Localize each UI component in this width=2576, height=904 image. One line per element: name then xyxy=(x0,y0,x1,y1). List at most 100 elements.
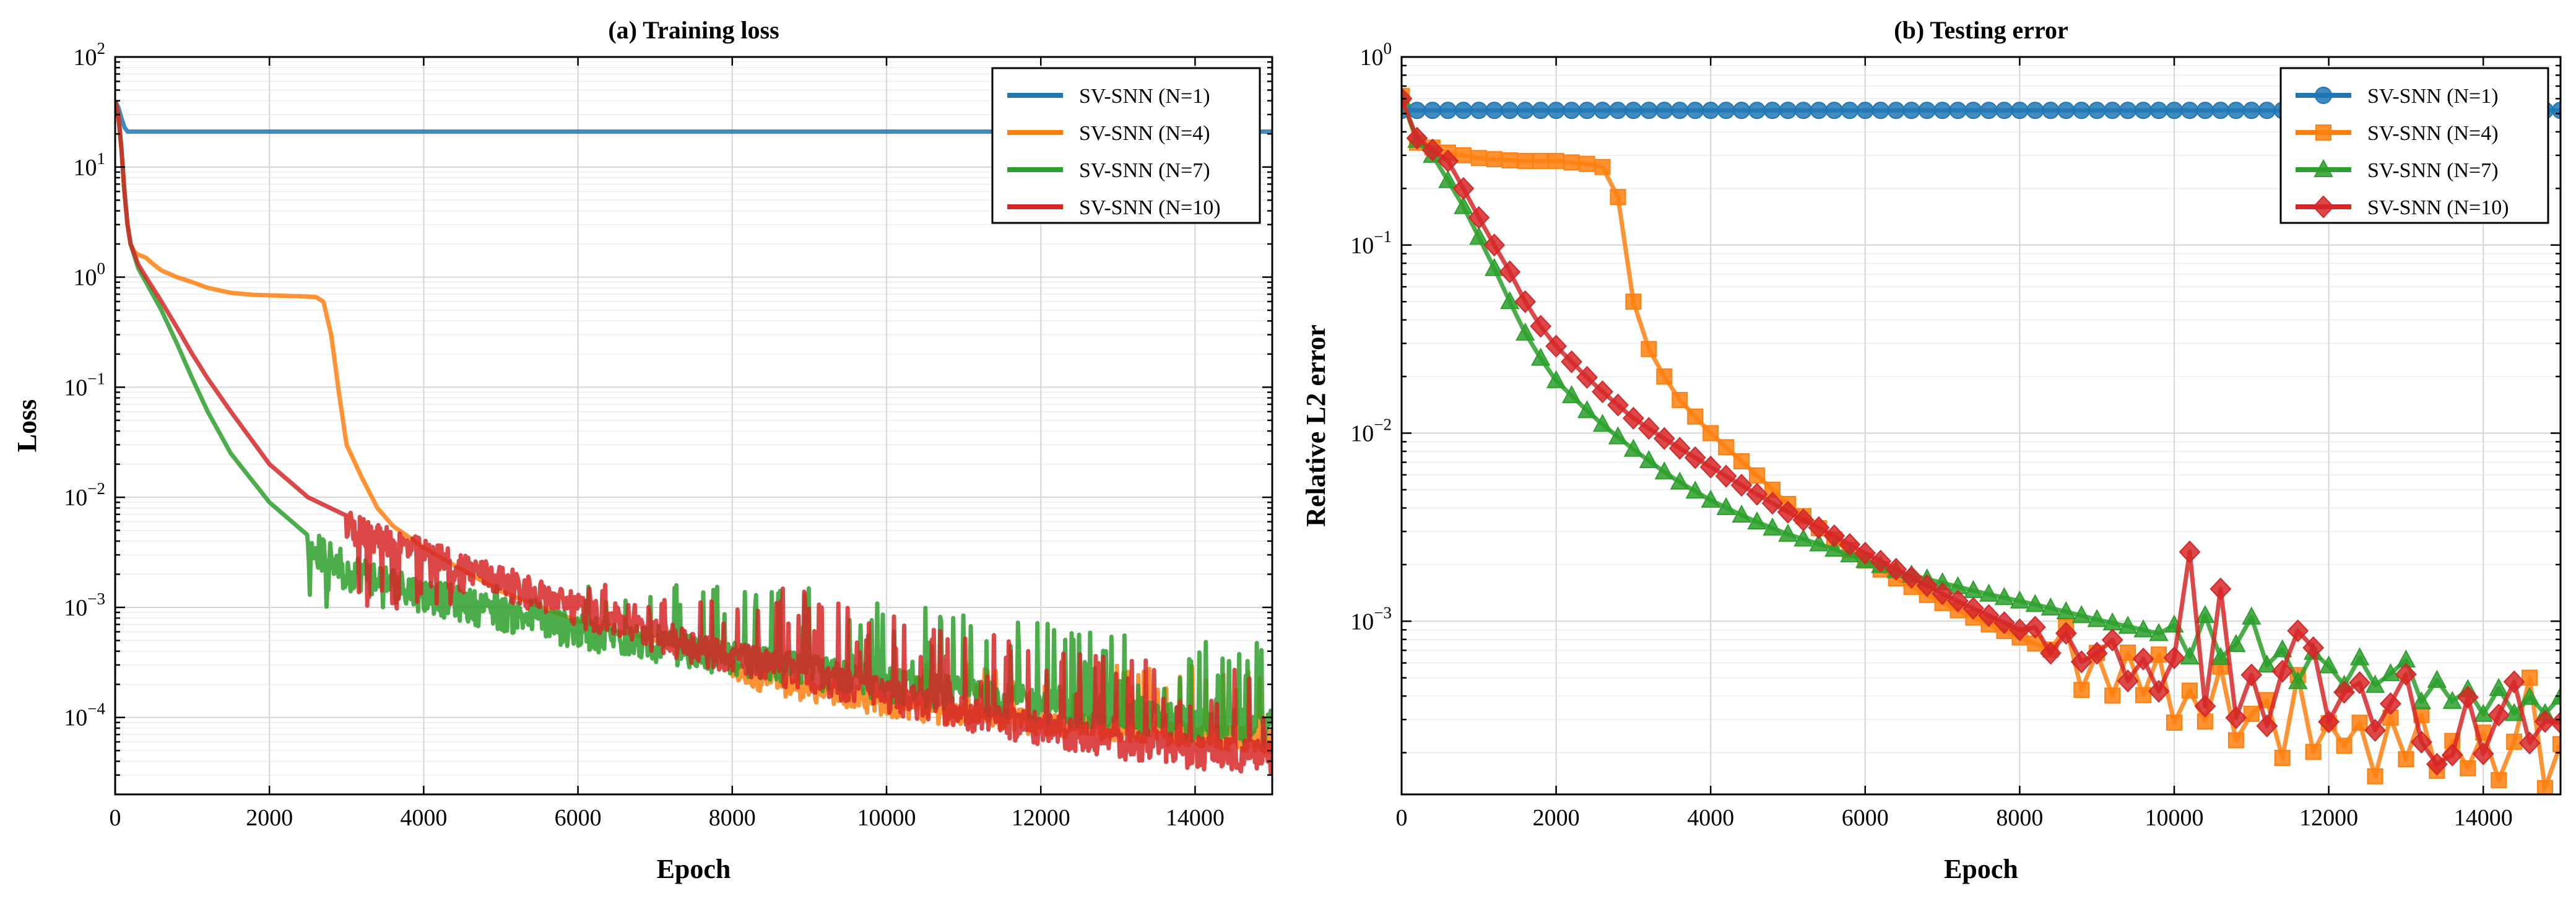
legend-marker xyxy=(2315,124,2331,141)
data-point xyxy=(1452,176,1475,200)
data-point xyxy=(2472,742,2494,765)
data-point xyxy=(1792,508,1815,532)
data-point xyxy=(1594,102,1611,120)
x-tick-label: 10000 xyxy=(857,805,916,831)
data-point xyxy=(1607,393,1629,417)
data-point xyxy=(2351,715,2368,731)
data-point xyxy=(2086,641,2108,665)
legend-item: SV-SNN (N=1) xyxy=(1007,85,1210,108)
panel-training-loss: 0 2000 4000 6000 8000 10000 12000 14000 10−4 10−3… xyxy=(12,16,1273,884)
legend-item: SV-SNN (N=7) xyxy=(1007,159,1210,182)
data-point xyxy=(1962,596,1984,620)
data-point xyxy=(1501,152,1518,169)
series-4 xyxy=(1402,87,2561,776)
data-point xyxy=(1841,102,1858,120)
data-point xyxy=(2273,639,2292,658)
data-point xyxy=(2135,687,2152,703)
data-point xyxy=(1856,102,1874,120)
x-tick-label: 2000 xyxy=(1533,805,1580,831)
data-point xyxy=(1406,126,1428,150)
data-point xyxy=(2318,655,2339,674)
legend-marker xyxy=(2315,87,2332,104)
legend-label: SV-SNN (N=4) xyxy=(1079,122,1210,145)
data-point xyxy=(2040,597,2060,616)
data-point xyxy=(1561,350,1582,373)
data-point xyxy=(1716,497,1736,515)
data-point xyxy=(1733,453,1750,469)
data-point xyxy=(1870,549,1892,573)
data-point xyxy=(2057,102,2075,120)
data-point xyxy=(1532,152,1549,169)
data-point xyxy=(1730,474,1753,497)
x-tick-label: 6000 xyxy=(1842,805,1889,831)
data-point xyxy=(1995,102,2013,120)
data-point xyxy=(1980,102,1998,120)
data-point xyxy=(1623,438,1644,457)
panel-testing-error: 0 2000 4000 6000 8000 10000 12000 14000 10−3 10−2… xyxy=(1301,16,2562,884)
data-point xyxy=(1547,102,1565,120)
data-point xyxy=(2367,768,2383,784)
x-tick-label: 6000 xyxy=(555,805,602,831)
data-point xyxy=(2398,751,2414,768)
data-point xyxy=(1514,290,1537,313)
data-point xyxy=(1979,583,1999,602)
plot-frame xyxy=(1400,56,2562,796)
data-point xyxy=(1439,102,1457,120)
data-point xyxy=(2302,636,2325,659)
data-point xyxy=(1530,347,1551,366)
data-point xyxy=(1702,425,1719,441)
legend-label: SV-SNN (N=7) xyxy=(1079,159,1210,182)
data-point xyxy=(2442,690,2462,709)
data-point xyxy=(2380,692,2401,716)
data-point xyxy=(2039,641,2062,665)
data-point xyxy=(1748,102,1766,120)
data-point xyxy=(1747,511,1767,529)
data-point xyxy=(1823,524,1845,547)
data-point xyxy=(2549,711,2561,734)
data-point xyxy=(1438,170,1458,188)
data-point xyxy=(1825,102,1843,120)
x-tick-label: 10000 xyxy=(2145,805,2204,831)
data-point xyxy=(1778,523,1798,542)
y-tick-label: 10−1 xyxy=(64,369,105,401)
data-point xyxy=(2506,733,2523,750)
legend-item: SV-SNN (N=4) xyxy=(1007,122,1210,145)
data-point xyxy=(2119,102,2137,120)
data-point xyxy=(1656,368,1673,385)
data-point xyxy=(1949,102,1967,120)
data-point xyxy=(1654,461,1674,480)
data-point xyxy=(1624,102,1642,120)
data-point xyxy=(2179,540,2201,563)
x-tick-label: 0 xyxy=(1396,805,1408,831)
data-point xyxy=(1578,102,1596,120)
data-point xyxy=(1470,102,1488,120)
data-point xyxy=(2073,682,2090,698)
legend-item: SV-SNN (N=1) xyxy=(2296,85,2499,108)
y-tick-label: 10−1 xyxy=(1350,227,1392,259)
data-point xyxy=(1978,604,2000,627)
legend-label: SV-SNN (N=4) xyxy=(2367,122,2499,145)
data-point xyxy=(2427,669,2447,688)
data-point xyxy=(1637,417,1660,440)
data-point xyxy=(1701,489,1720,508)
data-point xyxy=(2055,622,2077,645)
data-point xyxy=(2132,647,2154,671)
y-tick-label: 100 xyxy=(1360,39,1392,71)
data-point xyxy=(1437,149,1459,173)
data-point xyxy=(1609,102,1627,120)
legend-item: SV-SNN (N=10) xyxy=(2296,195,2509,219)
data-point xyxy=(1623,407,1644,430)
data-point xyxy=(2226,633,2246,652)
legend-marker xyxy=(2314,159,2333,177)
data-point xyxy=(1932,582,1953,606)
data-point xyxy=(2503,670,2525,693)
data-point xyxy=(2026,102,2044,120)
data-point xyxy=(1764,102,1782,120)
data-point xyxy=(2181,682,2198,699)
data-point xyxy=(2101,628,2123,651)
chart-title: (b) Testing error xyxy=(1894,16,2068,44)
data-point xyxy=(2180,646,2200,665)
data-point xyxy=(2349,647,2370,666)
data-point xyxy=(2056,601,2076,620)
data-point xyxy=(1499,260,1521,284)
